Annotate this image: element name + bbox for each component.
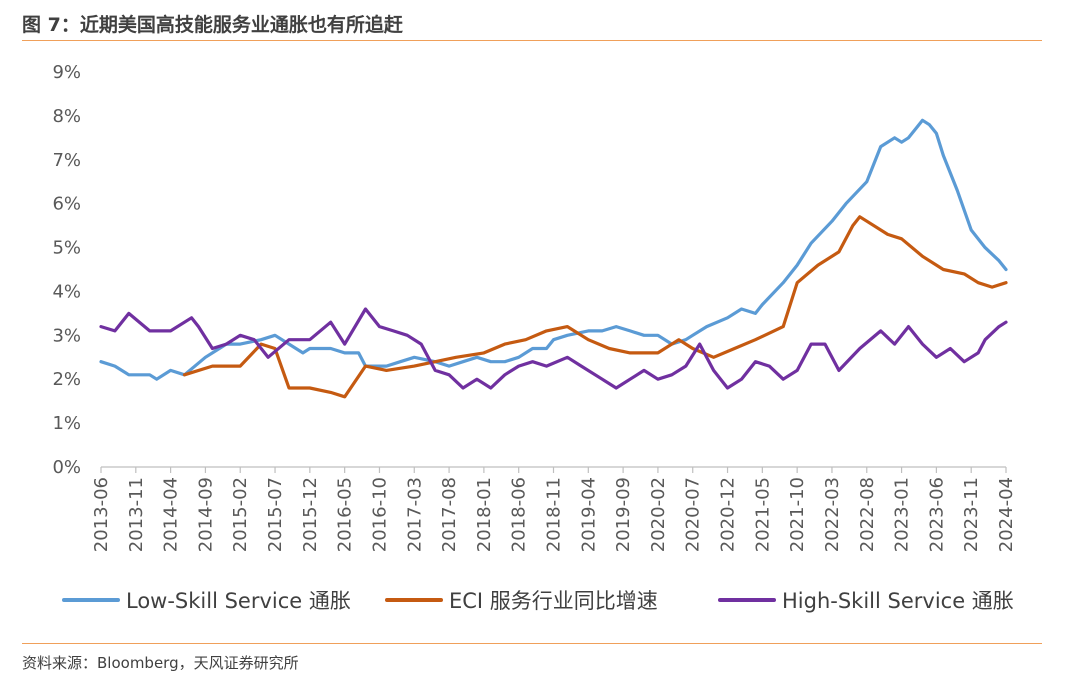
x-axis-ticks: 2013-06 2013-11 2014-04 2014-09 2015-02 2015-… [91, 467, 1017, 552]
x-tick-label: 2019-09 [613, 477, 634, 552]
y-tick-label: 3% [52, 325, 81, 346]
x-tick-label: 2014-09 [195, 477, 216, 552]
x-tick-label: 2023-06 [926, 477, 947, 552]
series-line-3 [99, 307, 1008, 390]
y-tick-label: 4% [52, 281, 81, 302]
y-tick-label: 2% [52, 369, 81, 390]
x-tick-label: 2022-03 [822, 477, 843, 552]
x-tick-label: 2015-12 [300, 477, 321, 552]
legend-label-2: ECI 服务行业同比增速 [449, 589, 658, 613]
x-tick-label: 2020-07 [683, 477, 704, 552]
y-tick-label: 5% [52, 238, 81, 259]
y-tick-label: 1% [52, 413, 81, 434]
x-tick-label: 2015-02 [230, 477, 251, 552]
x-tick-label: 2015-07 [265, 477, 286, 552]
x-tick-label: 2016-05 [335, 477, 356, 552]
series-line-2 [182, 215, 1008, 399]
x-tick-label: 2020-02 [648, 477, 669, 552]
x-tick-label: 2017-08 [439, 477, 460, 552]
x-tick-label: 2018-11 [544, 477, 565, 552]
y-tick-label: 7% [52, 150, 81, 171]
x-tick-label: 2014-04 [161, 477, 182, 552]
x-tick-label: 2023-01 [892, 477, 913, 552]
x-tick-label: 2023-11 [961, 477, 982, 552]
y-tick-label: 6% [52, 194, 81, 215]
x-tick-label: 2018-01 [474, 477, 495, 552]
line-chart: 0% 1% 2% 3% 4% 5% 6% 7% 8% 9% 2013-06 2013-11 2014-… [52, 62, 1017, 613]
x-tick-label: 2024-04 [996, 477, 1017, 552]
x-tick-label: 2022-08 [857, 477, 878, 552]
x-tick-label: 2016-10 [369, 477, 390, 552]
x-tick-label: 2013-06 [91, 477, 112, 552]
title-divider [22, 40, 1042, 41]
x-tick-label: 2018-06 [509, 477, 530, 552]
y-tick-label: 9% [52, 62, 81, 83]
source-note: 资料来源：Bloomberg，天风证券研究所 [22, 654, 299, 672]
legend: Low-Skill Service 通胀 ECI 服务行业同比增速 High-Ski… [62, 589, 1014, 613]
x-tick-label: 2017-03 [404, 477, 425, 552]
x-tick-label: 2019-04 [578, 477, 599, 552]
x-tick-label: 2020-12 [718, 477, 739, 552]
chart-header: 图 7：近期美国高技能服务业通胀也有所追赶 [22, 8, 1062, 38]
x-tick-label: 2021-05 [752, 477, 773, 552]
y-axis-ticks: 0% 1% 2% 3% 4% 5% 6% 7% 8% 9% [52, 62, 81, 478]
y-tick-label: 0% [52, 457, 81, 478]
series-lines [99, 118, 1008, 399]
chart-title: 图 7：近期美国高技能服务业通胀也有所追赶 [22, 14, 403, 36]
legend-label-3: High-Skill Service 通胀 [782, 589, 1014, 613]
footer-divider [22, 643, 1042, 644]
x-tick-label: 2013-11 [126, 477, 147, 552]
legend-label-1: Low-Skill Service 通胀 [126, 589, 351, 613]
x-tick-label: 2021-10 [787, 477, 808, 552]
y-tick-label: 8% [52, 106, 81, 127]
